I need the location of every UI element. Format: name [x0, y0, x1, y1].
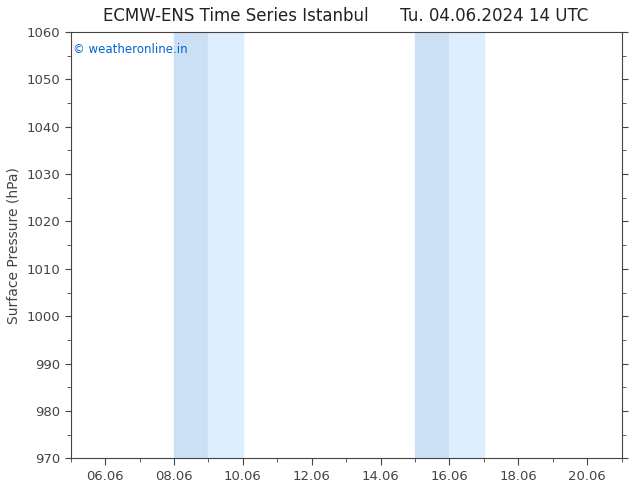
- Text: © weatheronline.in: © weatheronline.in: [74, 43, 188, 56]
- Bar: [415, 32, 450, 458]
- Title: ECMW-ENS Time Series Istanbul      Tu. 04.06.2024 14 UTC: ECMW-ENS Time Series Istanbul Tu. 04.06.…: [103, 7, 589, 25]
- Bar: [209, 32, 243, 458]
- Y-axis label: Surface Pressure (hPa): Surface Pressure (hPa): [7, 167, 21, 323]
- Bar: [174, 32, 209, 458]
- Bar: [450, 32, 484, 458]
